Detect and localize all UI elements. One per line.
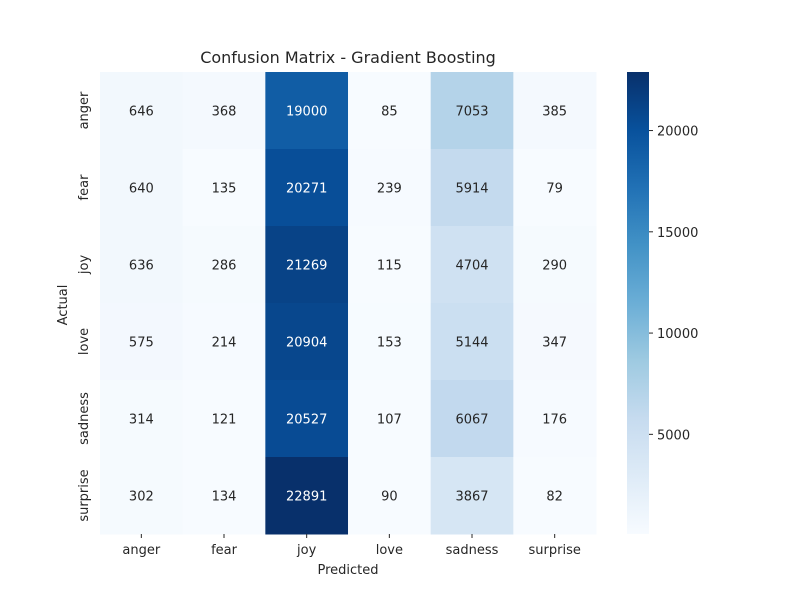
x-tick-sadness: sadness [446,543,499,558]
cell-value-sadness-sadness: 6067 [455,413,488,428]
cell-value-sadness-joy: 20527 [286,413,327,428]
cell-value-anger-anger: 646 [129,105,154,120]
cell-value-anger-sadness: 7053 [455,105,488,120]
heatmap-cell-surprise-fear [182,457,266,535]
cell-value-sadness-surprise: 176 [542,413,567,428]
heatmap-cell-fear-love [348,149,432,227]
heatmap-cell-sadness-anger [100,380,184,458]
y-tick-surprise: surprise [77,469,92,521]
y-tick-sadness: sadness [77,392,92,445]
y-tick-joy: joy [77,255,92,276]
heatmap-cell-joy-love [348,226,432,304]
heatmap-cell-love-anger [100,303,184,381]
heatmap-cell-anger-love [348,72,432,150]
cell-value-surprise-surprise: 82 [546,490,563,505]
cell-value-love-anger: 575 [129,336,154,351]
cell-value-love-joy: 20904 [286,336,327,351]
x-axis-ticks: anger fear joy love sadness surprise [122,534,581,558]
heatmap-cell-sadness-surprise [513,380,597,458]
cell-value-joy-surprise: 290 [542,259,567,274]
cell-value-fear-love: 239 [377,182,402,197]
cell-value-fear-fear: 135 [212,182,237,197]
heatmap-cell-surprise-sadness [430,457,514,535]
heatmap-cell-anger-fear [182,72,266,150]
x-tick-fear: fear [211,543,238,558]
cell-value-sadness-love: 107 [377,413,402,428]
y-tick-love: love [77,328,92,355]
cell-value-love-surprise: 347 [542,336,567,351]
y-axis-ticks: anger fear joy love sadness surprise [77,91,92,522]
colorbar [627,72,649,534]
x-tick-love: love [376,543,403,558]
x-tick-surprise: surprise [529,543,581,558]
heatmap-cell-labels: 646 368 19000 85 7053 385 640 135 20271 239 5914 79… [129,105,567,505]
cell-value-fear-anger: 640 [129,182,154,197]
cell-value-sadness-anger: 314 [129,413,154,428]
heatmap-cell-anger-sadness [430,72,514,150]
colorbar-ticks: 5000 10000 15000 20000 [649,125,698,443]
y-tick-anger: anger [77,91,92,129]
y-tick-fear: fear [77,174,92,201]
colorbar-tick-15000: 15000 [657,226,698,241]
cell-value-surprise-love: 90 [381,490,398,505]
cell-value-fear-sadness: 5914 [455,182,488,197]
colorbar-tick-10000: 10000 [657,327,698,342]
heatmap-cell-anger-surprise [513,72,597,150]
heatmap-cell-love-love [348,303,432,381]
heatmap-cell-joy-surprise [513,226,597,304]
heatmap-cell-surprise-love [348,457,432,535]
heatmap-cell-surprise-anger [100,457,184,535]
heatmap-cell-love-sadness [430,303,514,381]
colorbar-tick-5000: 5000 [657,428,690,443]
cell-value-anger-love: 85 [381,105,398,120]
heatmap-cell-sadness-fear [182,380,266,458]
cell-value-anger-joy: 19000 [286,105,327,120]
heatmap-cell-sadness-love [348,380,432,458]
cell-value-surprise-fear: 134 [212,490,237,505]
heatmap-cell-anger-joy [265,72,349,150]
heatmap-cell-fear-sadness [430,149,514,227]
cell-value-love-love: 153 [377,336,402,351]
heatmap-cell-fear-joy [265,149,349,227]
heatmap-cell-surprise-surprise [513,457,597,535]
x-tick-joy: joy [296,543,317,558]
heatmap-cells [100,72,597,535]
cell-value-surprise-joy: 22891 [286,490,327,505]
chart-title: Confusion Matrix - Gradient Boosting [200,48,496,67]
cell-value-surprise-anger: 302 [129,490,154,505]
heatmap-cell-fear-fear [182,149,266,227]
heatmap-cell-joy-sadness [430,226,514,304]
heatmap-cell-anger-anger [100,72,184,150]
heatmap-cell-love-fear [182,303,266,381]
heatmap-cell-joy-anger [100,226,184,304]
cell-value-fear-joy: 20271 [286,182,327,197]
heatmap-cell-fear-surprise [513,149,597,227]
cell-value-joy-fear: 286 [212,259,237,274]
cell-value-joy-joy: 21269 [286,259,327,274]
heatmap-cell-surprise-joy [265,457,349,535]
cell-value-anger-surprise: 385 [542,105,567,120]
cell-value-joy-sadness: 4704 [455,259,488,274]
cell-value-love-sadness: 5144 [455,336,488,351]
heatmap-cell-joy-joy [265,226,349,304]
cell-value-joy-love: 115 [377,259,402,274]
cell-value-anger-fear: 368 [212,105,237,120]
x-axis-title: Predicted [317,563,378,578]
heatmap-cell-love-joy [265,303,349,381]
cell-value-love-fear: 214 [212,336,237,351]
cell-value-joy-anger: 636 [129,259,154,274]
heatmap-cell-sadness-joy [265,380,349,458]
colorbar-tick-20000: 20000 [657,125,698,140]
heatmap-cell-sadness-sadness [430,380,514,458]
cell-value-surprise-sadness: 3867 [455,490,488,505]
x-tick-anger: anger [122,543,160,558]
y-axis-title: Actual [56,285,71,326]
cell-value-fear-surprise: 79 [546,182,563,197]
cell-value-sadness-fear: 121 [212,413,237,428]
heatmap-cell-love-surprise [513,303,597,381]
heatmap-cell-fear-anger [100,149,184,227]
heatmap-cell-joy-fear [182,226,266,304]
